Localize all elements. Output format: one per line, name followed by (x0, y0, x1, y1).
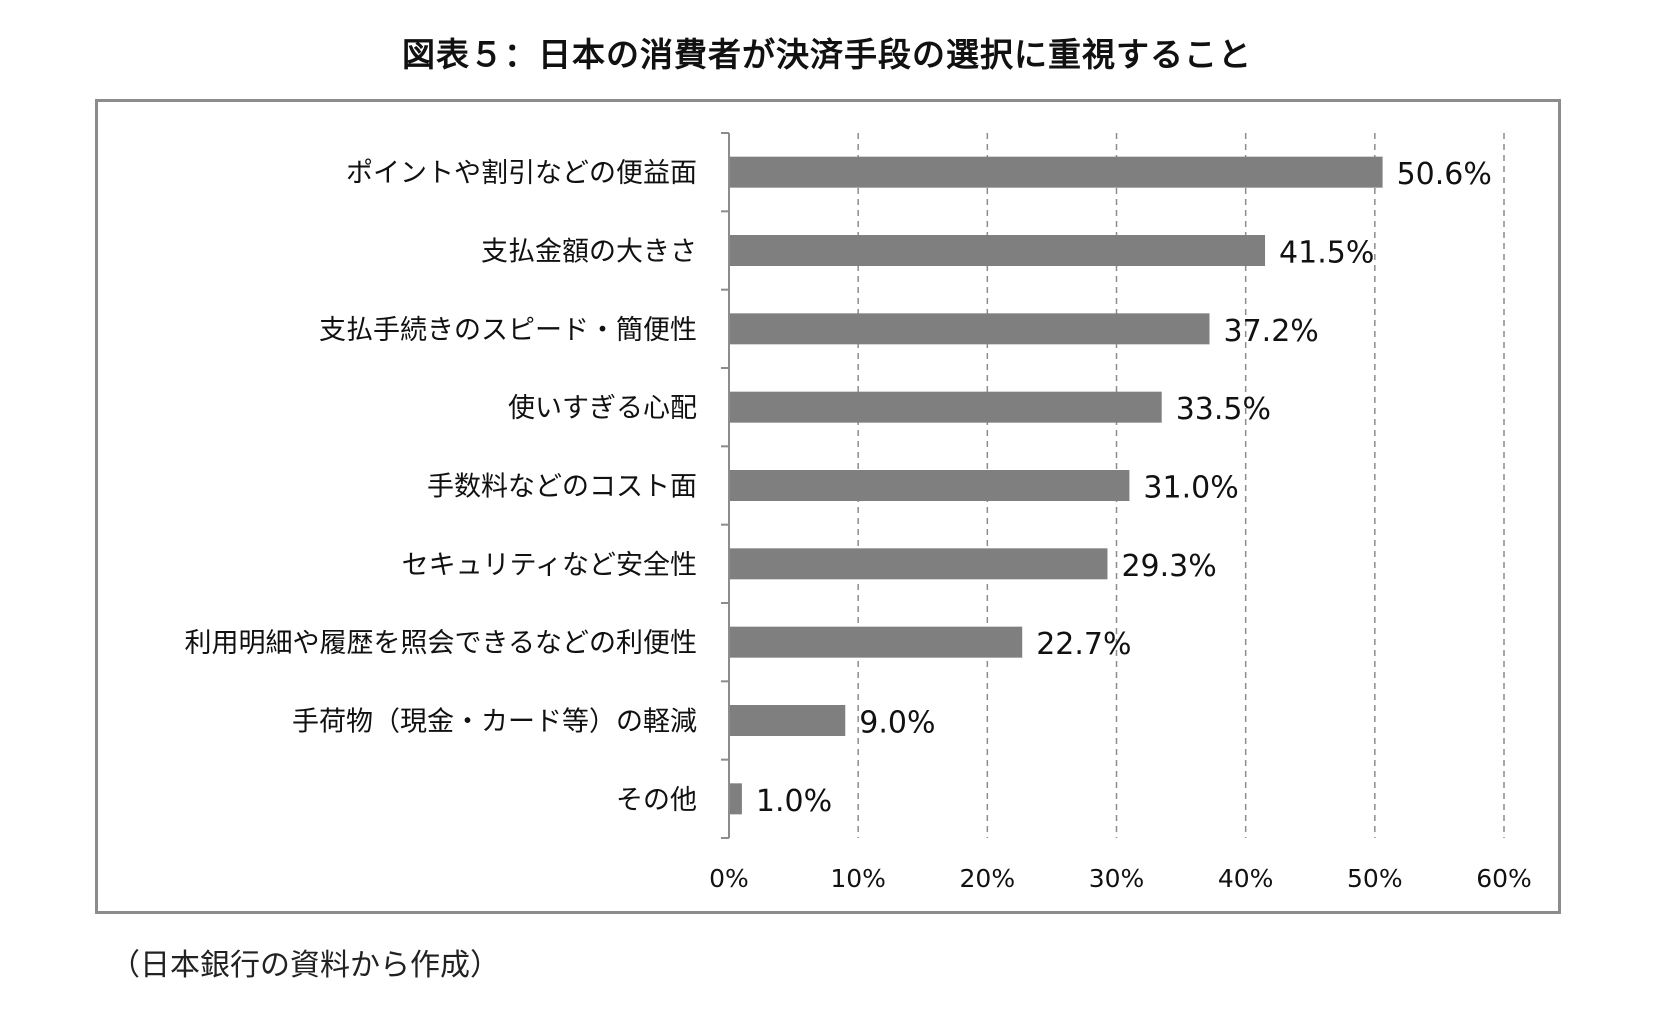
data-label: 31.0% (1143, 471, 1238, 506)
data-label: 29.3% (1121, 549, 1216, 584)
x-tick-label: 30% (1089, 864, 1145, 893)
x-tick-label: 0% (709, 864, 749, 893)
bar (730, 313, 1210, 345)
data-label: 33.5% (1176, 392, 1271, 427)
data-label: 1.0% (756, 784, 832, 819)
bar (730, 783, 742, 815)
bar (730, 391, 1162, 423)
category-label: 支払手続きのスピード・簡便性 (319, 315, 697, 346)
data-label: 50.6% (1397, 157, 1492, 192)
bar (730, 156, 1383, 188)
category-label: 使いすぎる心配 (508, 393, 697, 424)
data-label: 9.0% (859, 706, 935, 741)
chart-frame (95, 99, 1561, 914)
source-note: （日本銀行の資料から作成） (110, 948, 500, 983)
x-tick-label: 40% (1218, 864, 1274, 893)
chart-title: 図表５：日本の消費者が決済手段の選択に重視すること (402, 35, 1252, 74)
category-label: 利用明細や履歴を照会できるなどの利便性 (185, 628, 697, 659)
bar (730, 470, 1130, 501)
data-label: 22.7% (1036, 627, 1131, 662)
x-tick-label: 60% (1476, 864, 1532, 893)
x-tick-label: 10% (830, 864, 886, 893)
category-label: ポイントや割引などの便益面 (346, 158, 697, 189)
bar (730, 705, 846, 736)
x-tick-label: 50% (1347, 864, 1403, 893)
category-label: その他 (616, 785, 697, 816)
bar (730, 548, 1108, 580)
bar (730, 626, 1023, 658)
x-tick-label: 20% (960, 864, 1016, 893)
data-label: 41.5% (1279, 236, 1374, 271)
data-label: 37.2% (1224, 314, 1319, 349)
bar (730, 235, 1266, 266)
category-label: 支払金額の大きさ (481, 237, 697, 268)
category-label: 手数料などのコスト面 (427, 472, 697, 503)
category-label: 手荷物（現金・カード等）の軽減 (292, 707, 697, 738)
category-label: セキュリティなど安全性 (402, 550, 697, 581)
